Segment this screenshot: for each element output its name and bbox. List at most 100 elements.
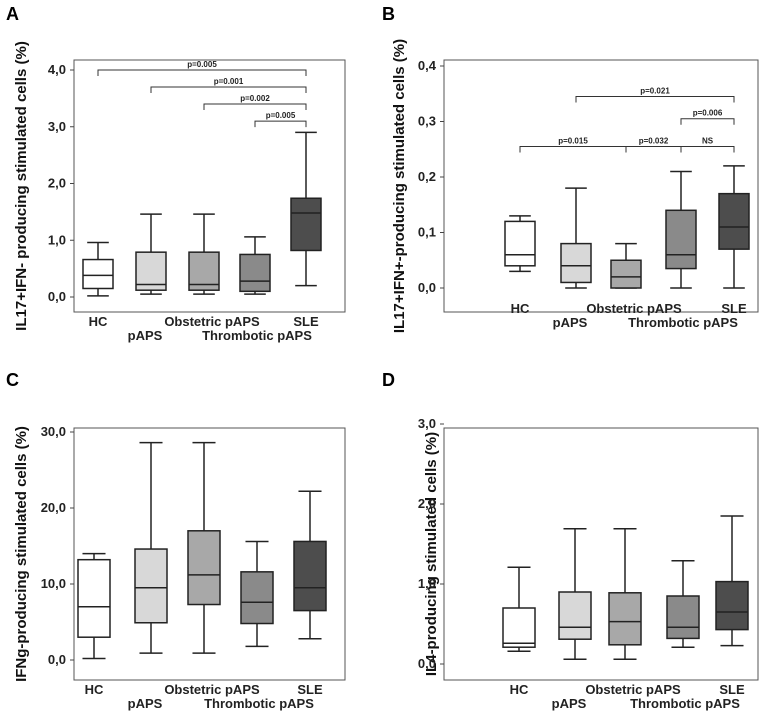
significance-label: p=0.001 (214, 77, 244, 86)
category-label: Thrombotic pAPS (630, 696, 740, 711)
box-hc (502, 566, 536, 652)
iqr-box (290, 197, 322, 252)
iqr-box (558, 591, 592, 640)
y-tick-label: 0,4 (418, 58, 437, 73)
significance-label: p=0.032 (639, 136, 669, 145)
iqr-box (187, 530, 221, 606)
y-axis-label: IL17+IFN+-producing stimulated cells (%) (391, 39, 408, 333)
y-tick-label: 3,0 (48, 119, 66, 134)
category-label: HC (85, 682, 104, 697)
category-label: HC (510, 682, 529, 697)
iqr-box (240, 571, 274, 625)
panel-label-C: C (6, 370, 19, 390)
panel-label-B: B (382, 4, 395, 24)
box-thrombotic-paps (665, 170, 697, 289)
y-axis-label: IL17+IFN- producing stimulated cells (%) (13, 41, 30, 331)
significance-label: p=0.015 (558, 136, 588, 145)
plot-frame (443, 59, 759, 313)
iqr-box (665, 209, 697, 270)
box-hc (504, 215, 536, 273)
y-axis-label: IL4-producing stimulated cells (%) (423, 432, 440, 676)
category-label: Thrombotic pAPS (202, 328, 312, 343)
panel-B: B IL17+IFN+-producing stimulated cells (%… (382, 4, 759, 333)
plot-frame (73, 427, 346, 681)
category-label: Obstetric pAPS (586, 301, 682, 316)
box-sle (290, 131, 322, 287)
iqr-box (82, 258, 114, 290)
iqr-box (608, 592, 642, 646)
panel-D: D IL4-producing stimulated cells (%)0,0 1,… (382, 370, 759, 711)
category-label: SLE (721, 301, 747, 316)
plot-frame (73, 59, 346, 313)
y-tick-label: 0,0 (418, 280, 436, 295)
significance-bracket (519, 145, 627, 153)
iqr-box (504, 220, 536, 267)
significance-bracket (680, 145, 735, 153)
significance-bracket (97, 69, 307, 76)
significance-label: NS (702, 136, 714, 145)
category-label: pAPS (128, 696, 163, 711)
box-hc (82, 241, 114, 297)
y-axis-label: IFNg-producing stimulated cells (%) (13, 426, 30, 682)
y-tick-label: 2,0 (418, 496, 436, 511)
box-thrombotic-paps (239, 236, 271, 295)
category-label: Obstetric pAPS (164, 682, 260, 697)
panel-label-D: D (382, 370, 395, 390)
y-tick-label: 0,0 (48, 652, 66, 667)
box-sle (293, 490, 327, 640)
significance-label: p=0.002 (240, 94, 270, 103)
plot-frame (443, 427, 759, 681)
category-label: pAPS (553, 315, 588, 330)
significance-label: p=0.005 (187, 60, 217, 69)
iqr-box (610, 259, 642, 289)
iqr-box (293, 540, 327, 612)
category-label: HC (511, 301, 530, 316)
significance-label: p=0.005 (266, 111, 296, 120)
box-obstetric-paps (610, 242, 642, 289)
significance-bracket (625, 145, 682, 153)
iqr-box (134, 548, 168, 624)
iqr-box (502, 607, 536, 648)
y-tick-label: 4,0 (48, 62, 66, 77)
iqr-box (718, 192, 750, 250)
box-thrombotic-paps (666, 560, 700, 648)
y-tick-label: 0,3 (418, 114, 436, 129)
significance-bracket (203, 103, 307, 111)
y-tick-label: 0,2 (418, 169, 436, 184)
y-tick-label: 0,1 (418, 225, 436, 240)
box-sle (718, 165, 750, 289)
box-obstetric-paps (187, 441, 221, 654)
box-paps (558, 528, 592, 660)
significance-bracket (254, 120, 307, 128)
y-tick-label: 2,0 (48, 176, 66, 191)
category-label: Thrombotic pAPS (628, 315, 738, 330)
panel-A: A IL17+IFN- producing stimulated cells (%… (6, 4, 346, 343)
box-obstetric-paps (608, 528, 642, 660)
category-label: HC (89, 314, 108, 329)
significance-label: p=0.021 (640, 87, 670, 96)
panel-C: C IFNg-producing stimulated cells (%) 0,0 1… (6, 370, 346, 711)
panel-label-A: A (6, 4, 19, 24)
y-tick-label: 1,0 (418, 576, 436, 591)
y-tick-label: 0,0 (418, 656, 436, 671)
category-label: Thrombotic pAPS (204, 696, 314, 711)
y-tick-label: 3,0 (418, 416, 436, 431)
category-label: Obstetric pAPS (585, 682, 681, 697)
box-thrombotic-paps (240, 540, 274, 648)
y-tick-label: 10,0 (41, 576, 66, 591)
iqr-box (560, 242, 592, 284)
category-label: pAPS (552, 696, 587, 711)
box-paps (134, 441, 168, 654)
iqr-box (715, 580, 749, 631)
box-paps (135, 213, 167, 295)
y-tick-label: 30,0 (41, 424, 66, 439)
significance-label: p=0.006 (693, 109, 723, 118)
significance-bracket (680, 118, 735, 125)
significance-bracket (575, 96, 735, 103)
box-sle (715, 515, 749, 647)
box-hc (77, 552, 111, 660)
category-label: SLE (297, 682, 323, 697)
y-tick-label: 20,0 (41, 500, 66, 515)
iqr-box (77, 558, 111, 638)
